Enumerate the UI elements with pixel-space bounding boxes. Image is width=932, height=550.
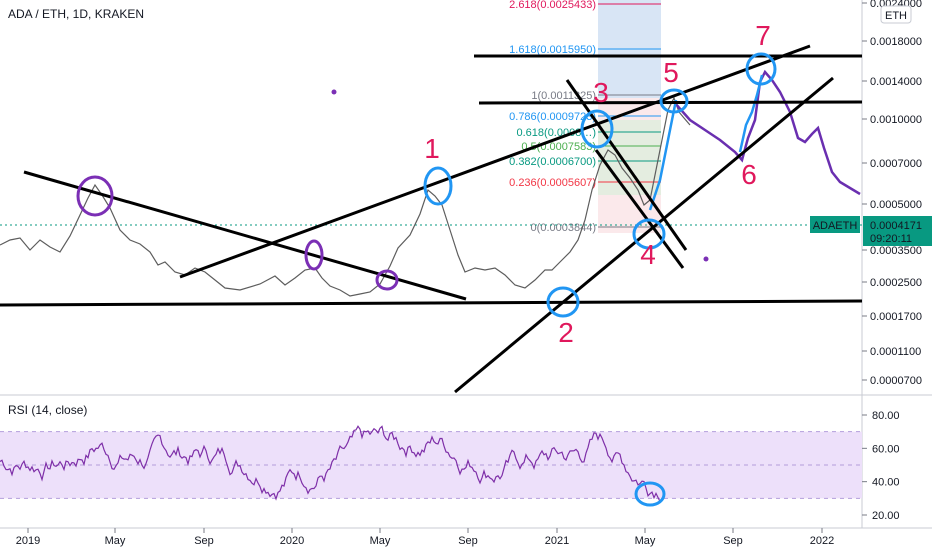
time-axis-label: May xyxy=(105,535,126,547)
time-axis-label: 2021 xyxy=(545,535,569,547)
wave-label: 5 xyxy=(663,57,679,88)
price-axis-label: 0.0001100 xyxy=(870,346,921,358)
time-axis-label: May xyxy=(635,535,656,547)
wave-label: 3 xyxy=(593,77,609,108)
trendline xyxy=(565,79,688,251)
wave-label: 4 xyxy=(640,239,656,270)
wave-label: 2 xyxy=(558,317,574,348)
trendline xyxy=(454,76,834,394)
wave-label: 6 xyxy=(741,159,757,190)
fib-level-label: 1.618(0.0015950) xyxy=(509,44,596,56)
fib-level-label: 0.382(0.0006700) xyxy=(509,156,596,168)
time-axis-label: Sep xyxy=(723,535,743,547)
annotation-circle xyxy=(634,481,666,507)
fib-level-label: 1(0.0011325) xyxy=(531,90,596,102)
chart-title: ADA / ETH, 1D, KRAKEN xyxy=(8,7,144,21)
rsi-axis-label: 40.00 xyxy=(872,477,900,489)
annotation-circle xyxy=(76,175,114,217)
trendline xyxy=(23,170,467,301)
rsi-line xyxy=(0,425,661,502)
countdown-label: 09:20:11 xyxy=(870,233,912,245)
trendline xyxy=(0,299,863,307)
trendline xyxy=(179,44,811,279)
wave-label: 7 xyxy=(755,20,771,51)
symbol-badge-label: ADAETH xyxy=(813,220,858,232)
symbol-badge xyxy=(810,216,860,233)
fib-level-label: 0(0.0003844) xyxy=(531,222,596,234)
fib-level-label: 0.786(0.0009723) xyxy=(509,111,596,123)
rsi-axis-label: 20.00 xyxy=(872,510,900,522)
wave-label: 1 xyxy=(424,133,440,164)
time-axis-label: 2022 xyxy=(810,535,834,547)
annotation-circle xyxy=(745,52,777,86)
annotation-circle xyxy=(423,166,453,206)
fib-level-label: 0.236(0.0005607) xyxy=(509,177,596,189)
time-axis-label: Sep xyxy=(194,535,214,547)
price-axis-label: 0.0001700 xyxy=(870,311,922,323)
price-axis-label: 0.0000700 xyxy=(870,375,922,387)
trendline xyxy=(478,100,863,105)
currency-label: ETH xyxy=(885,10,907,22)
currency-button[interactable] xyxy=(880,5,912,24)
time-axis-label: Sep xyxy=(458,535,478,547)
projection-path xyxy=(673,69,861,196)
price-axis-label: 0.0010000 xyxy=(870,114,922,126)
trendline xyxy=(594,149,685,269)
price-pane xyxy=(0,0,862,395)
annotation-circle xyxy=(659,88,689,114)
time-axis-label: 2019 xyxy=(16,535,40,547)
rsi-axis-label: 80.00 xyxy=(872,410,900,422)
annotation-circle xyxy=(632,218,666,250)
last-price-label: 0.0004171 xyxy=(870,220,922,232)
annotation-dot xyxy=(703,256,709,262)
price-axis-label: 0.0005000 xyxy=(870,199,922,211)
price-axis-label: 0.0024000 xyxy=(870,0,922,10)
annotation-circle xyxy=(546,286,580,318)
annotation-circle xyxy=(375,269,399,291)
price-axis-label: 0.0014000 xyxy=(870,76,922,88)
rsi-axis-label: 60.00 xyxy=(872,443,900,455)
price-axis-label: 0.0007000 xyxy=(870,158,922,170)
impulse-path xyxy=(738,74,764,153)
rsi-band xyxy=(0,431,862,499)
fib-level-label: 2.618(0.0025433) xyxy=(509,0,596,11)
fib-level-label: 0.618(0.0008…) xyxy=(517,127,597,139)
price-axis-label: 0.0018000 xyxy=(870,36,922,48)
annotation-dot xyxy=(331,89,337,95)
annotation-circle xyxy=(304,239,324,271)
price-axis-label: 0.0002500 xyxy=(870,277,922,289)
time-axis-label: May xyxy=(370,535,391,547)
price-badge xyxy=(863,216,932,246)
fib-zone-green xyxy=(598,120,661,195)
rsi-label: RSI (14, close) xyxy=(8,403,87,417)
price-axis-label: 0.0003500 xyxy=(870,245,922,257)
annotation-circle xyxy=(580,109,614,149)
time-axis-label: 2020 xyxy=(280,535,304,547)
